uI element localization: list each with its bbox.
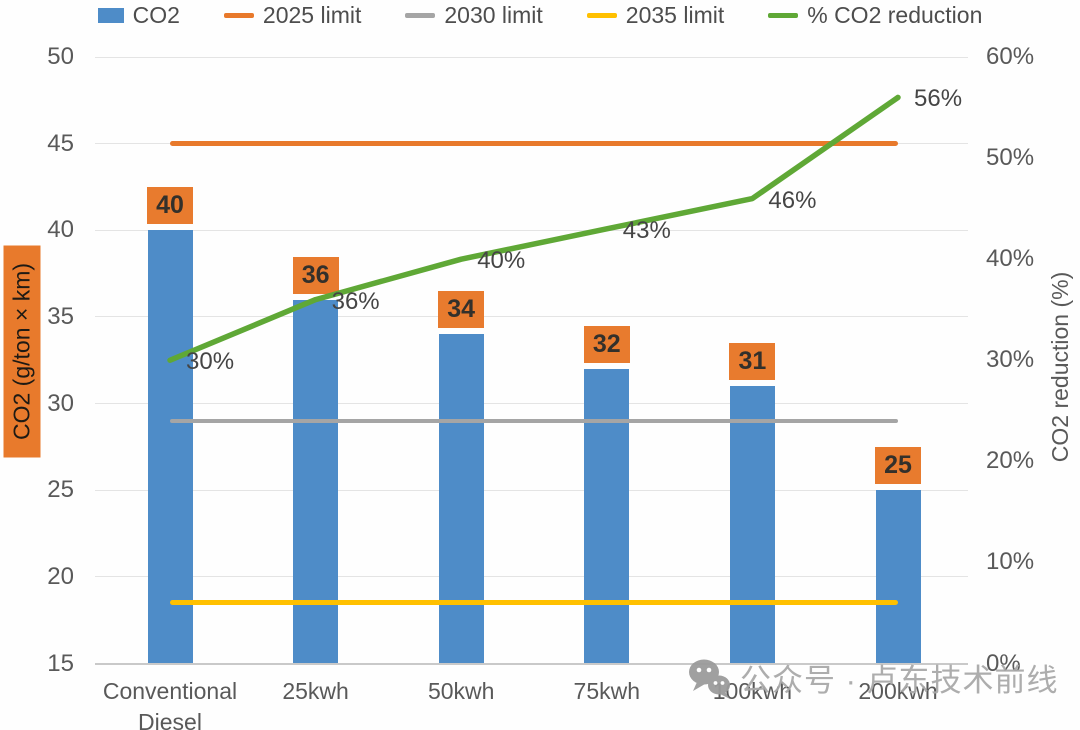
legend-item-2025-limit: 2025 limit <box>223 2 362 29</box>
co2-bar <box>293 299 339 664</box>
left-axis-tick: 25 <box>47 476 74 504</box>
co2-reduction-point-label: 43% <box>622 216 671 244</box>
legend-line-icon <box>768 13 799 18</box>
gridline <box>95 316 968 318</box>
co2-bar <box>729 386 775 664</box>
co2-bar <box>584 368 630 664</box>
x-axis-category-label: 75kwh <box>573 678 641 704</box>
right-axis-tick: 40% <box>986 245 1035 273</box>
legend-line-icon <box>405 13 436 18</box>
co2-bar-value-label: 32 <box>583 325 630 363</box>
right-axis-tick: 30% <box>986 346 1035 374</box>
gridline <box>95 403 968 405</box>
legend-item-2030-limit: 2030 limit <box>405 2 543 29</box>
limit-line-2030-limit <box>170 418 898 423</box>
x-axis-category-label: 200kwh <box>858 678 938 704</box>
x-axis-category-label: 25kwh <box>282 678 349 704</box>
left-axis-tick: 45 <box>47 129 74 157</box>
left-axis-tick: 35 <box>47 302 74 330</box>
co2-bar-value-label: 34 <box>438 291 485 329</box>
co2-reduction-point-label: 46% <box>768 186 817 214</box>
legend-item--co2-reduction: % CO2 reduction <box>768 2 982 29</box>
right-axis-tick: 10% <box>986 548 1035 576</box>
limit-line-2035-limit <box>170 600 898 606</box>
legend-label: 2035 limit <box>625 2 725 28</box>
legend-item-2035-limit: 2035 limit <box>586 2 725 29</box>
right-axis-tick: 50% <box>986 144 1035 172</box>
legend-line-icon <box>586 13 617 18</box>
x-axis-category-label: Conventional Diesel <box>102 678 238 730</box>
co2-reduction-point-label: 56% <box>914 85 963 113</box>
legend-line-icon <box>223 13 254 18</box>
x-axis-category-label: 50kwh <box>427 678 495 704</box>
watermark-text: 公众号 · 卢东技术前线 <box>740 663 1059 698</box>
gridline <box>95 229 968 231</box>
left-axis-tick: 30 <box>47 389 74 417</box>
chart-legend: CO2 2025 limit 2030 limit 2035 limit % CO2 r… <box>0 2 1080 29</box>
legend-label: 2030 limit <box>444 2 543 28</box>
wechat-icon <box>689 659 730 699</box>
right-axis-tick: 0% <box>986 649 1021 677</box>
limit-line-2025-limit <box>170 141 898 147</box>
co2-bar <box>438 334 484 664</box>
gridline <box>95 489 968 491</box>
co2-bar-value-label: 31 <box>729 343 776 381</box>
legend-item-co2: CO2 <box>97 2 180 29</box>
left-axis-title: CO2 (g/ton × km) <box>3 245 41 458</box>
left-axis-tick: 40 <box>47 216 74 244</box>
co2-bar-value-label: 40 <box>147 187 193 225</box>
left-axis-tick: 15 <box>47 649 74 677</box>
legend-label: 2025 limit <box>262 2 362 28</box>
gridline <box>95 576 968 578</box>
co2-bar <box>875 490 921 664</box>
co2-reduction-point-label: 30% <box>186 348 235 376</box>
legend-square-icon <box>97 8 124 23</box>
co2-bar-value-label: 25 <box>875 447 921 485</box>
co2-reduction-point-label: 36% <box>331 287 380 315</box>
legend-label: CO2 <box>132 2 180 28</box>
left-axis-tick: 20 <box>47 562 74 590</box>
left-axis-tick: 50 <box>47 43 74 70</box>
right-axis-tick: 20% <box>986 447 1035 475</box>
right-axis-tick: 60% <box>986 43 1035 70</box>
legend-label: % CO2 reduction <box>807 2 983 28</box>
co2-bar <box>147 230 193 664</box>
right-axis-title: CO2 reduction (%) <box>1046 271 1073 463</box>
wechat-watermark: 公众号 · 卢东技术前线 <box>686 655 1059 700</box>
gridline <box>95 56 968 58</box>
x-axis-line <box>95 662 968 665</box>
co2-reduction-point-label: 40% <box>477 247 526 275</box>
